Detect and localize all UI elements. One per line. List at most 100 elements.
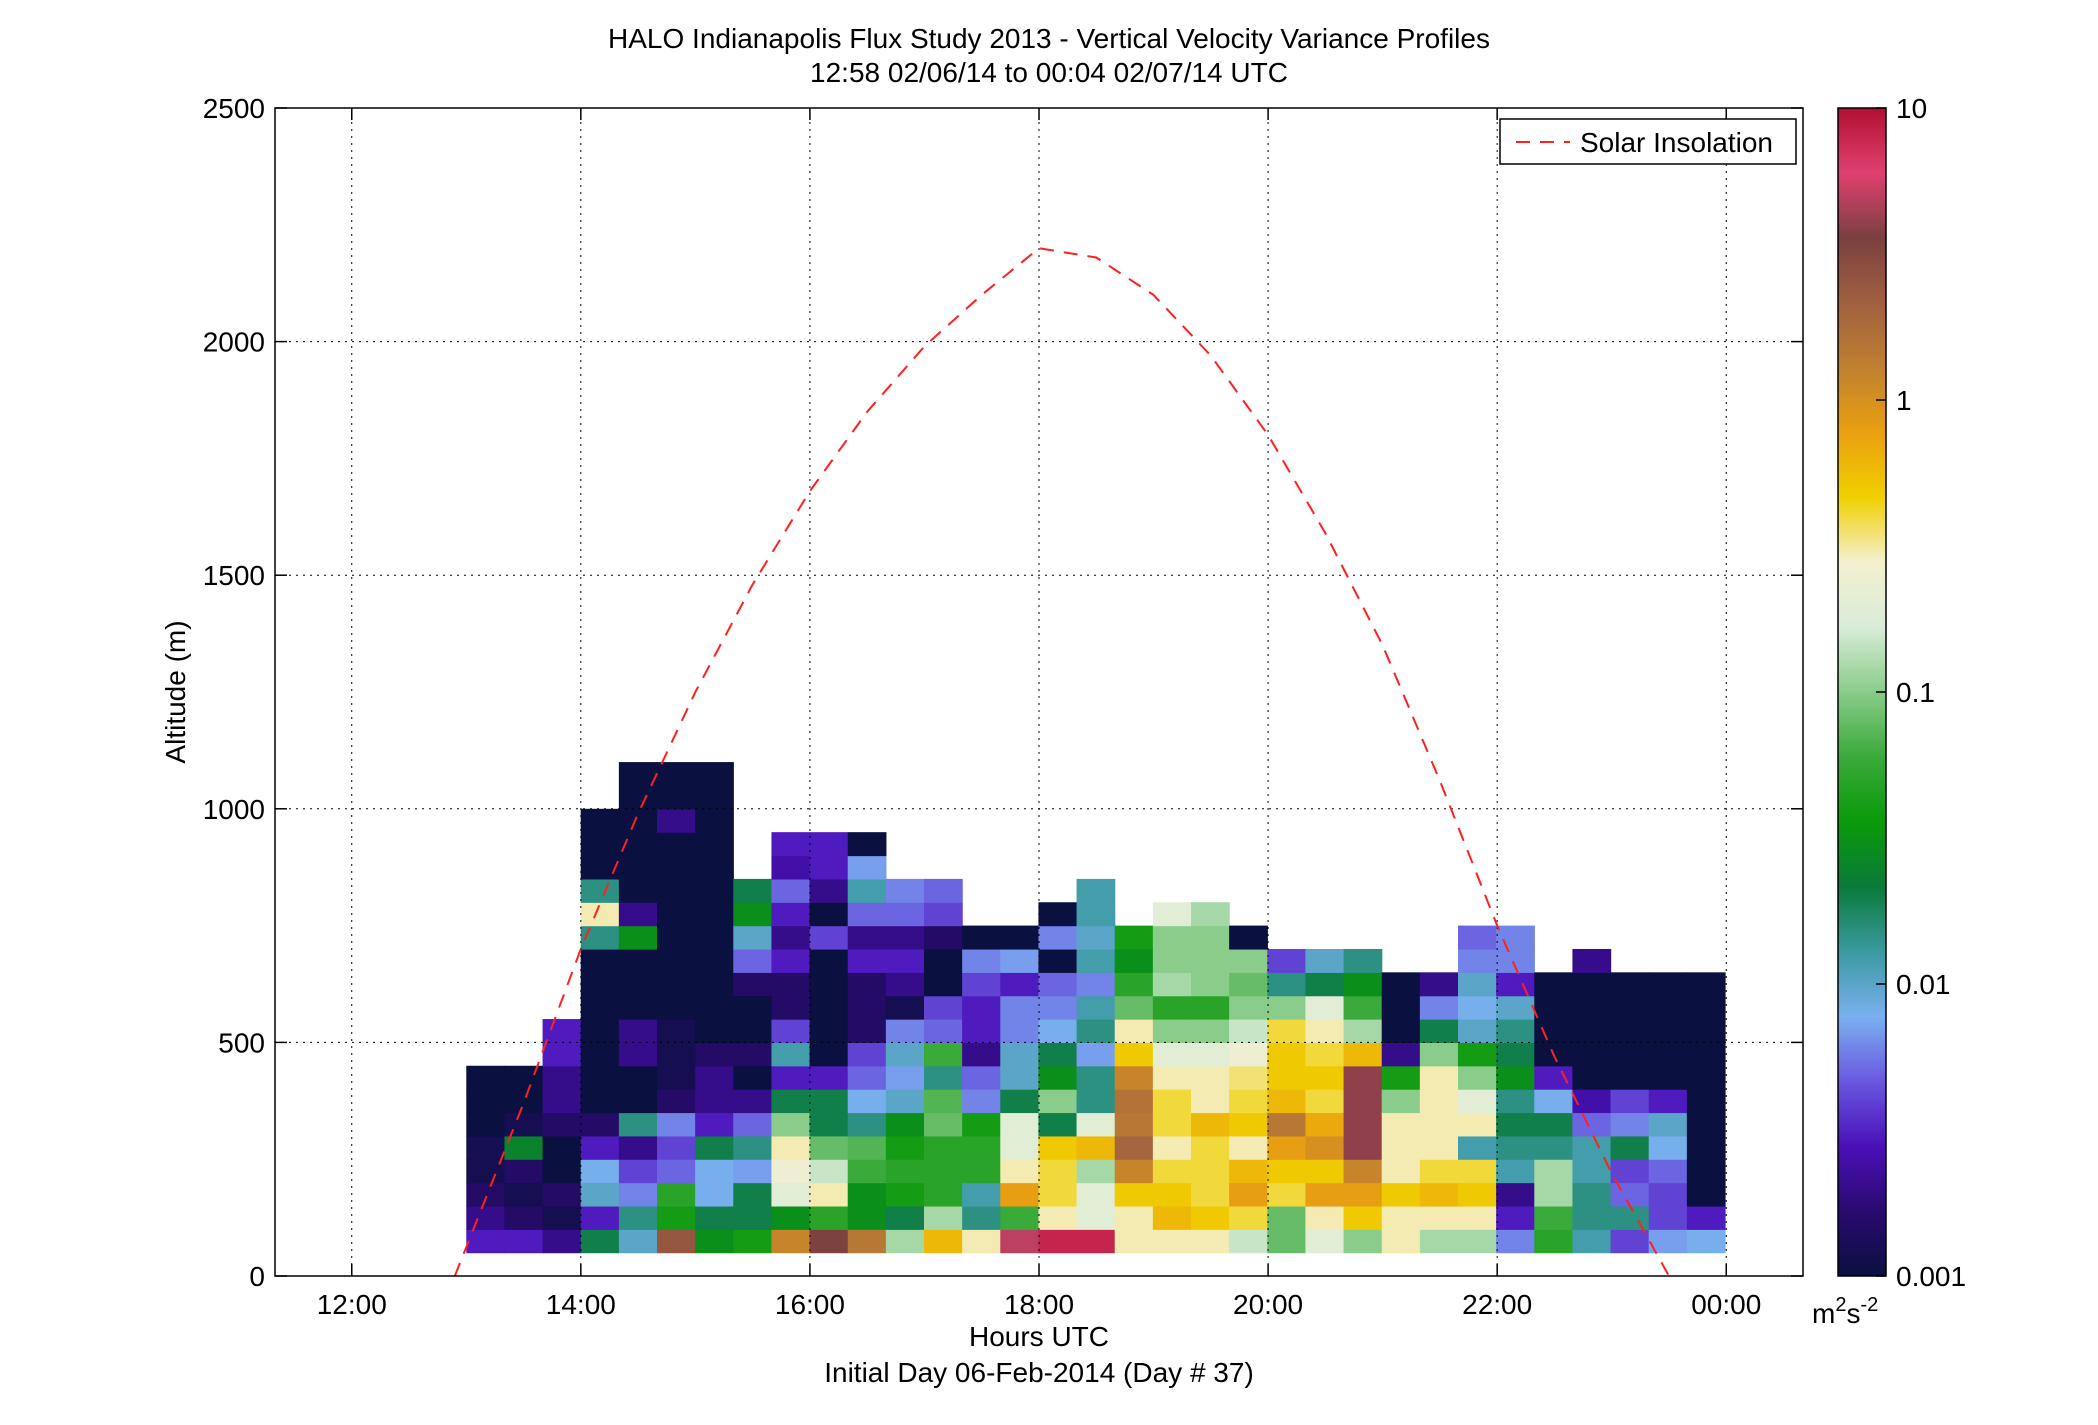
- y-axis-label: Altitude (m): [160, 620, 191, 763]
- heatmap-cell: [1496, 1205, 1535, 1230]
- heatmap-cell: [1076, 1042, 1116, 1067]
- heatmap-cell: [657, 1019, 696, 1043]
- x-tick-label: 18:00: [1004, 1289, 1074, 1320]
- heatmap-cell: [1457, 1112, 1497, 1137]
- heatmap-cell: [1076, 1159, 1116, 1184]
- heatmap-cell: [809, 995, 849, 1020]
- heatmap-cell: [962, 1042, 1001, 1067]
- heatmap-cell: [1076, 1112, 1116, 1137]
- heatmap-cell: [466, 1065, 506, 1090]
- heatmap-cell: [1381, 1089, 1421, 1114]
- heatmap-cell: [962, 948, 1001, 973]
- heatmap-cell: [885, 902, 925, 927]
- heatmap-cell: [504, 1089, 544, 1114]
- heatmap-cell: [1267, 1019, 1307, 1043]
- heatmap-cell: [1038, 1205, 1078, 1230]
- heatmap-cell: [962, 1135, 1001, 1160]
- heatmap-cell: [1686, 1089, 1726, 1114]
- heatmap-cell: [1000, 925, 1040, 950]
- heatmap-cell: [657, 1182, 696, 1207]
- heatmap-cell: [1229, 925, 1268, 950]
- heatmap-cell: [695, 925, 734, 950]
- heatmap-cell: [657, 1135, 696, 1160]
- heatmap-cell: [1114, 972, 1154, 997]
- heatmap-cell: [1381, 1019, 1421, 1043]
- heatmap-cell: [847, 972, 887, 997]
- heatmap-cell: [1648, 1229, 1688, 1254]
- heatmap-cell: [733, 1205, 773, 1230]
- colorbar-unit: m2s-2: [1812, 1294, 1878, 1329]
- heatmap-cell: [733, 1229, 773, 1254]
- heatmap-cell: [733, 1112, 773, 1137]
- heatmap-cell: [809, 1019, 849, 1043]
- heatmap-cell: [618, 832, 658, 857]
- heatmap-cell: [733, 1089, 773, 1114]
- heatmap-cell: [1076, 1135, 1116, 1160]
- colorbar-unit-sup1: 2: [1835, 1294, 1846, 1316]
- heatmap-cell: [1610, 1065, 1650, 1090]
- heatmap-cell: [771, 1205, 811, 1230]
- y-tick-label: 1000: [203, 794, 265, 825]
- heatmap-cell: [1267, 1159, 1307, 1184]
- heatmap-cell: [1038, 1042, 1078, 1067]
- heatmap-cell: [657, 1205, 696, 1230]
- heatmap-cell: [580, 1135, 620, 1160]
- heatmap-cell: [695, 995, 734, 1020]
- heatmap-cell: [618, 785, 658, 810]
- heatmap-cell: [1152, 1205, 1192, 1230]
- heatmap-cell: [1610, 1112, 1650, 1137]
- heatmap-cell: [1496, 972, 1535, 997]
- heatmap-cell: [580, 948, 620, 973]
- heatmap-cell: [1229, 1135, 1268, 1160]
- heatmap-cell: [923, 972, 963, 997]
- heatmap-cell: [1038, 1182, 1078, 1207]
- heatmap-cell: [809, 832, 849, 857]
- heatmap-cell: [1381, 1135, 1421, 1160]
- heatmap-cell: [1686, 1042, 1726, 1067]
- heatmap-cell: [618, 1229, 658, 1254]
- heatmap-cell: [923, 1159, 963, 1184]
- heatmap-cell: [1190, 1019, 1230, 1043]
- heatmap-cell: [1534, 972, 1574, 997]
- heatmap-cell: [733, 902, 773, 927]
- heatmap-cell: [1610, 1159, 1650, 1184]
- heatmap-cell: [618, 762, 658, 787]
- heatmap-cell: [1000, 1112, 1040, 1137]
- heatmap-cell: [1152, 1182, 1192, 1207]
- heatmap-cell: [504, 1065, 544, 1090]
- heatmap-cell: [1686, 1135, 1726, 1160]
- heatmap-cell: [1114, 1065, 1154, 1090]
- heatmap-cell: [657, 995, 696, 1020]
- heatmap-cell: [847, 1042, 887, 1067]
- heatmap-cell: [1648, 1042, 1688, 1067]
- heatmap-cell: [1572, 1135, 1612, 1160]
- heatmap-cell: [1152, 1089, 1192, 1114]
- heatmap-cell: [618, 855, 658, 880]
- heatmap-cell: [695, 1019, 734, 1043]
- heatmap-cell: [580, 808, 620, 833]
- heatmap-cell: [466, 1089, 506, 1114]
- heatmap-cell: [1076, 1065, 1116, 1090]
- heatmap-cell: [1381, 1159, 1421, 1184]
- heatmap-cell: [1534, 1205, 1574, 1230]
- heatmap-cell: [695, 1112, 734, 1137]
- heatmap-cell: [1152, 948, 1192, 973]
- heatmap-cell: [733, 1135, 773, 1160]
- heatmap-cell: [1000, 995, 1040, 1020]
- heatmap-cell: [1152, 925, 1192, 950]
- heatmap-cell: [809, 1205, 849, 1230]
- heatmap-cell: [1610, 1205, 1650, 1230]
- heatmap-cell: [1686, 1205, 1726, 1230]
- heatmap-cell: [1419, 995, 1459, 1020]
- heatmap-cell: [657, 902, 696, 927]
- y-axis-ticks: 0 500 1000 1500 2000 2500: [203, 93, 1803, 1292]
- x-tick-label: 20:00: [1233, 1289, 1303, 1320]
- heatmap-cell: [1572, 1112, 1612, 1137]
- heatmap-cell: [1457, 1159, 1497, 1184]
- heatmap-cell: [1457, 1019, 1497, 1043]
- heatmap-cell: [771, 902, 811, 927]
- heatmap-cell: [657, 1089, 696, 1114]
- heatmap-cell: [771, 1159, 811, 1184]
- heatmap-cell: [962, 1205, 1001, 1230]
- heatmap-cell: [504, 1229, 544, 1254]
